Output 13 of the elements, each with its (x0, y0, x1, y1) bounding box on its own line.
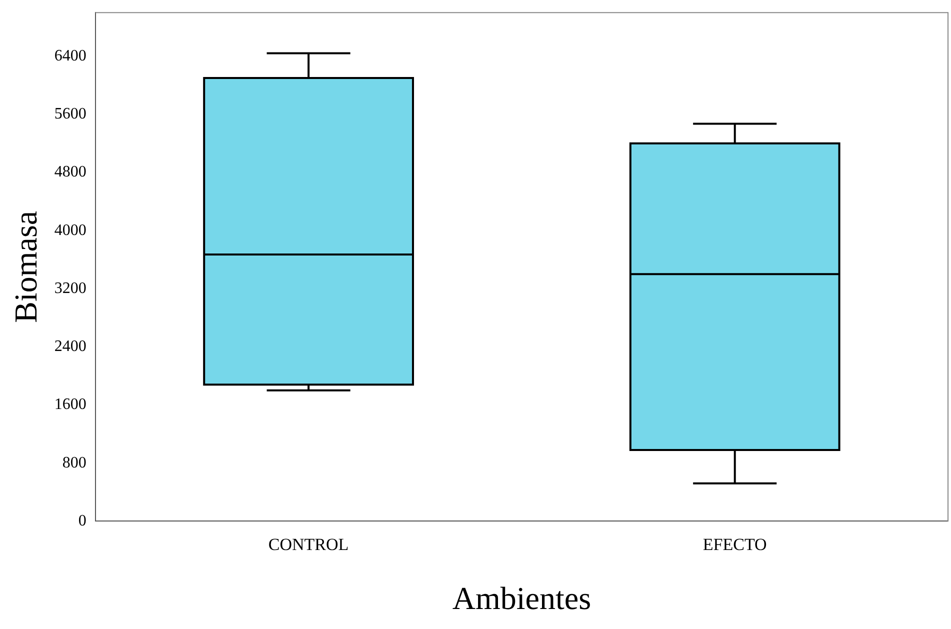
y-tick-label: 1600 (54, 396, 86, 414)
y-tick-label: 5600 (54, 106, 86, 123)
x-axis-title: Ambientes (452, 580, 592, 616)
x-tick-label: CONTROL (268, 534, 349, 554)
y-tick-label: 800 (62, 454, 86, 472)
y-tick-label: 2400 (54, 338, 86, 356)
y-tick-label: 4800 (54, 164, 86, 181)
x-tick-label: EFECTO (702, 534, 767, 554)
y-tick-label: 4000 (54, 222, 86, 239)
y-tick-label: 6400 (54, 47, 86, 64)
y-axis-title: Biomasa (8, 210, 44, 323)
y-tick-label: 3200 (54, 280, 86, 297)
y-tick-label: 0 (78, 512, 86, 530)
